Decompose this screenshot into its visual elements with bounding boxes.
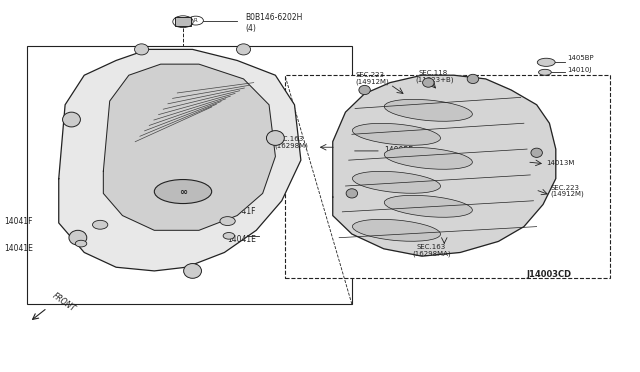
Ellipse shape <box>467 74 479 84</box>
Polygon shape <box>103 64 275 230</box>
Circle shape <box>223 232 235 239</box>
Ellipse shape <box>353 171 440 193</box>
Ellipse shape <box>384 99 472 121</box>
Text: 14041F: 14041F <box>4 217 33 225</box>
Bar <box>27 46 352 304</box>
Text: 14005E: 14005E <box>355 147 413 155</box>
Text: SEC.223: SEC.223 <box>550 185 580 191</box>
Text: (14912M): (14912M) <box>550 191 584 198</box>
Ellipse shape <box>384 195 472 217</box>
Text: (16298M): (16298M) <box>274 142 308 149</box>
Text: (16298MA): (16298MA) <box>412 250 451 257</box>
Text: SEC.163: SEC.163 <box>417 244 446 250</box>
Ellipse shape <box>63 112 81 127</box>
Ellipse shape <box>353 124 440 145</box>
Circle shape <box>93 220 108 229</box>
Ellipse shape <box>359 86 371 94</box>
Text: 14010J: 14010J <box>567 67 591 73</box>
Ellipse shape <box>266 131 284 145</box>
Ellipse shape <box>154 180 212 203</box>
Circle shape <box>76 240 87 247</box>
Text: (14912M): (14912M) <box>355 79 388 85</box>
Text: (4): (4) <box>246 24 256 33</box>
Ellipse shape <box>422 78 434 87</box>
Polygon shape <box>59 49 301 271</box>
Text: 14041E: 14041E <box>228 235 257 244</box>
Ellipse shape <box>184 263 202 278</box>
Text: R: R <box>194 18 198 23</box>
Text: 14013M: 14013M <box>546 160 575 166</box>
Ellipse shape <box>353 219 440 241</box>
Text: SEC.118: SEC.118 <box>419 70 448 76</box>
Bar <box>175 17 191 26</box>
Polygon shape <box>333 75 556 256</box>
Circle shape <box>188 16 204 25</box>
Text: SEC.163: SEC.163 <box>274 135 303 142</box>
Text: 1405BP: 1405BP <box>567 55 594 61</box>
Ellipse shape <box>134 44 148 55</box>
Text: (11823+B): (11823+B) <box>415 77 454 83</box>
Text: 14041E: 14041E <box>4 244 33 253</box>
Text: J14003CD: J14003CD <box>527 270 572 279</box>
Ellipse shape <box>346 189 358 198</box>
Ellipse shape <box>384 147 472 169</box>
Circle shape <box>220 217 236 225</box>
Ellipse shape <box>531 148 542 157</box>
Bar <box>285 75 610 278</box>
Text: 14041F: 14041F <box>228 207 256 216</box>
Ellipse shape <box>237 44 250 55</box>
Text: B0B146-6202H: B0B146-6202H <box>246 13 303 22</box>
Text: FRONT: FRONT <box>51 291 77 314</box>
Ellipse shape <box>69 230 87 245</box>
Ellipse shape <box>538 58 555 66</box>
Text: SEC.223: SEC.223 <box>355 72 384 78</box>
Ellipse shape <box>539 69 551 75</box>
Text: ∞: ∞ <box>179 186 187 196</box>
